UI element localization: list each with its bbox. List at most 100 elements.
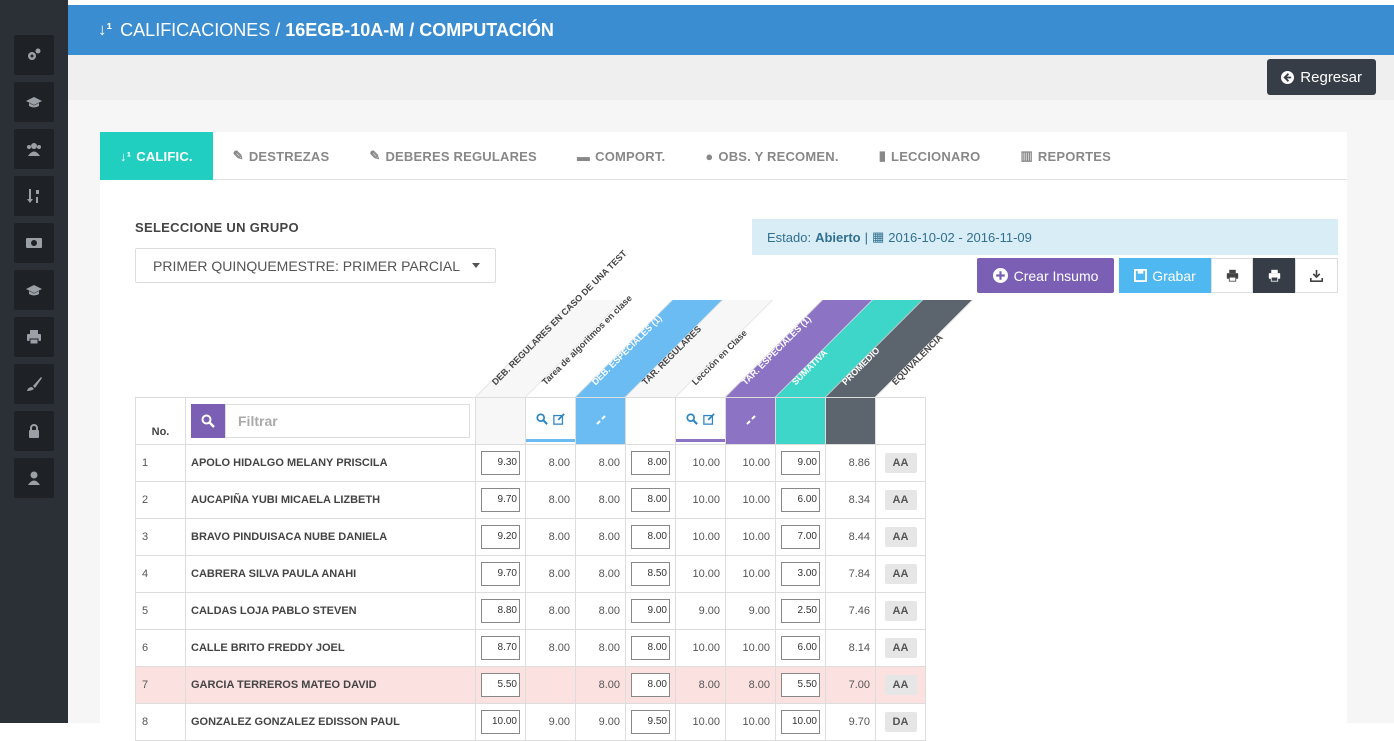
equivalencia-badge: AA — [884, 453, 917, 473]
equivalencia-badge: AA — [884, 638, 917, 658]
tab-calific[interactable]: ↓¹ CALIFIC. — [100, 132, 213, 180]
tab-comport[interactable]: ▬ COMPORT. — [557, 132, 685, 180]
sidebar-item-users[interactable] — [14, 129, 54, 169]
tab-label: DESTREZAS — [248, 148, 330, 164]
tab-reportes[interactable]: ▥ REPORTES — [1000, 132, 1131, 180]
grade-input-value[interactable]: 9.70 — [481, 488, 520, 512]
search-button[interactable] — [191, 404, 225, 438]
tab-leccionaro[interactable]: ▮ LECCIONARO — [859, 132, 1001, 180]
grade-input-value[interactable]: 9.20 — [481, 525, 520, 549]
grade-input-value[interactable]: 8.00 — [631, 451, 670, 475]
group-dropdown[interactable]: PRIMER QUINQUEMESTRE: PRIMER PARCIAL — [135, 248, 496, 283]
grade-input-value[interactable]: 6.00 — [781, 636, 820, 660]
grade-input-value[interactable]: 9.70 — [481, 562, 520, 586]
promedio-cell: 9.70 — [825, 703, 876, 741]
caret-down-icon — [472, 263, 481, 268]
promedio-cell: 8.14 — [825, 629, 876, 667]
column-header: EQUIVALENCIA — [875, 300, 1022, 397]
table-row: 8 GONZALEZ GONZALEZ EDISSON PAUL 10.00 9.00… — [135, 703, 926, 741]
sidebar-item-print[interactable] — [14, 317, 54, 357]
grade-input-value[interactable]: 8.00 — [631, 673, 670, 697]
grade-input: 5.50 — [775, 666, 826, 704]
sidebar-item-lock[interactable] — [14, 411, 54, 451]
top-strip — [68, 0, 1394, 5]
grade-cell: 8.00 — [525, 629, 576, 667]
tab-deberes-regulares[interactable]: ✎ DEBERES REGULARES — [349, 132, 557, 180]
header-course: 16EGB-10A-M — [285, 19, 405, 40]
row-number: 2 — [135, 481, 186, 519]
sidebar-item-graduation[interactable] — [14, 82, 54, 122]
row-number: 7 — [135, 666, 186, 704]
sort-numeric-icon — [27, 189, 39, 203]
col-7-tools — [775, 397, 826, 445]
sidebar-item-money[interactable] — [14, 223, 54, 263]
grade-input-value[interactable]: 5.50 — [781, 673, 820, 697]
grade-input-value[interactable]: 9.00 — [781, 451, 820, 475]
grade-input-value[interactable]: 9.00 — [631, 599, 670, 623]
lock-icon — [29, 424, 39, 438]
table-header-row: No. Filtrar — [135, 397, 926, 445]
comment-icon: ▬ — [576, 148, 591, 164]
student-name: GONZALEZ GONZALEZ EDISSON PAUL — [185, 703, 476, 741]
edit-icon[interactable] — [703, 412, 715, 425]
grade-input-value[interactable]: 7.00 — [781, 525, 820, 549]
column-header: Lección en Clase — [675, 300, 822, 397]
grade-input-value[interactable]: 5.50 — [481, 673, 520, 697]
grade-input: 8.00 — [625, 481, 676, 519]
equivalencia-cell: AA — [875, 518, 926, 556]
grade-cell: 8.00 — [575, 481, 626, 519]
edit-icon[interactable] — [553, 412, 565, 425]
sidebar-item-user[interactable] — [14, 458, 54, 498]
equivalencia-cell: DA — [875, 703, 926, 741]
crear-insumo-button[interactable]: Crear Insumo — [977, 258, 1114, 293]
grade-input-value[interactable]: 6.00 — [781, 488, 820, 512]
grade-input-value[interactable]: 2.50 — [781, 599, 820, 623]
grade-input-value[interactable]: 8.50 — [631, 562, 670, 586]
sidebar-item-courses[interactable] — [14, 270, 54, 310]
grade-input-value[interactable]: 9.30 — [481, 451, 520, 475]
graduation-cap-icon — [26, 285, 42, 296]
sidebar-item-design[interactable] — [14, 364, 54, 404]
filter-input[interactable]: Filtrar — [225, 404, 470, 438]
tab-destrezas[interactable]: ✎ DESTREZAS — [213, 132, 350, 180]
grade-input-value[interactable]: 10.00 — [481, 710, 520, 734]
search-icon[interactable] — [536, 412, 548, 425]
print-icon — [1226, 269, 1238, 282]
grade-input: 9.70 — [475, 481, 526, 519]
toolbar: Regresar — [68, 55, 1394, 100]
back-button-label: Regresar — [1300, 68, 1362, 86]
money-icon — [26, 238, 42, 248]
grade-input: 2.50 — [775, 592, 826, 630]
search-icon[interactable] — [686, 412, 698, 425]
download-button[interactable] — [1295, 258, 1338, 293]
sidebar-item-settings[interactable] — [14, 35, 54, 75]
expand-icon[interactable] — [595, 415, 606, 425]
sidebar-item-grades[interactable] — [14, 176, 54, 216]
grade-input-value[interactable]: 8.80 — [481, 599, 520, 623]
equivalencia-cell: AA — [875, 555, 926, 593]
tab-label: COMPORT. — [595, 148, 666, 164]
print-button[interactable] — [1211, 258, 1253, 293]
grabar-button[interactable]: Grabar — [1119, 258, 1211, 293]
grade-input-value[interactable]: 3.00 — [781, 562, 820, 586]
print-dark-button[interactable] — [1253, 258, 1295, 293]
promedio-cell: 7.00 — [825, 666, 876, 704]
filter-wrap: Filtrar — [186, 404, 475, 438]
equivalencia-badge: AA — [884, 490, 917, 510]
expand-icon[interactable] — [745, 415, 756, 425]
grade-input-value[interactable]: 8.70 — [481, 636, 520, 660]
grade-input: 8.00 — [625, 666, 676, 704]
tab-obs-recomen[interactable]: ● OBS. Y RECOMEN. — [685, 132, 858, 180]
table-row: 2 AUCAPIÑA YUBI MICAELA LIZBETH 9.70 8.00 8.… — [135, 481, 926, 519]
grade-input-value[interactable]: 9.50 — [631, 710, 670, 734]
back-button[interactable]: Regresar — [1267, 59, 1376, 95]
grade-input-value[interactable]: 10.00 — [781, 710, 820, 734]
grade-input-value[interactable]: 8.00 — [631, 636, 670, 660]
grade-input: 3.00 — [775, 555, 826, 593]
grade-input-value[interactable]: 8.00 — [631, 488, 670, 512]
header-prefix: CALIFICACIONES / — [120, 19, 281, 40]
grabar-label: Grabar — [1152, 267, 1196, 284]
arrow-circle-left-icon — [1281, 70, 1295, 84]
grade-input-value[interactable]: 8.00 — [631, 525, 670, 549]
estado-dates: 2016-10-02 - 2016-11-09 — [888, 229, 1032, 245]
